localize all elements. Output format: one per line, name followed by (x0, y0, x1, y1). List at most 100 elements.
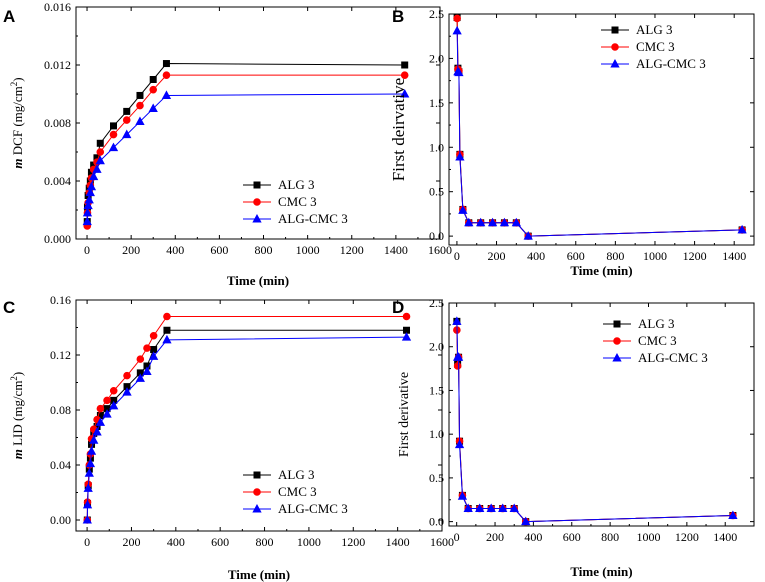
x-tick-label: 0 (84, 535, 90, 549)
data-point (476, 217, 486, 227)
data-point (521, 516, 531, 526)
data-point (82, 514, 92, 524)
data-point (149, 85, 158, 94)
y-tick-label: 2.5 (429, 296, 444, 310)
data-point (135, 116, 145, 126)
data-point (453, 14, 461, 23)
data-point (82, 216, 92, 226)
legend-label: CMC 3 (638, 333, 677, 348)
data-point (499, 217, 510, 227)
data-point (149, 76, 157, 83)
y-tick-label: 1.5 (429, 383, 444, 397)
legend: ALG 3 CMC 3 ALG-CMC 3 (601, 22, 706, 71)
data-point (86, 446, 97, 455)
data-point (122, 129, 132, 139)
legend-marker (613, 337, 621, 345)
data-point (123, 371, 131, 380)
y-tick-label: 2.0 (429, 340, 444, 354)
x-tick-label: 800 (256, 535, 274, 549)
data-point (400, 71, 409, 79)
y-tick-label: 0.5 (429, 185, 444, 199)
panel-letter: A (3, 7, 15, 26)
x-tick-label: 800 (606, 249, 624, 263)
data-point (737, 224, 747, 234)
data-point (135, 373, 145, 382)
y-tick-label: 0.004 (44, 174, 71, 188)
data-point (109, 386, 118, 395)
x-axis-title: Time (min) (570, 564, 632, 579)
data-point (96, 148, 105, 156)
legend-marker (253, 488, 261, 496)
x-tick-label: 1400 (722, 249, 746, 263)
y-tick-label: 0.12 (50, 348, 71, 362)
legend-label: CMC 3 (278, 194, 317, 209)
data-point (511, 217, 521, 227)
series-alg-cmc-3 (452, 316, 738, 526)
legend-label: CMC 3 (636, 39, 675, 54)
data-point (401, 61, 409, 69)
x-tick-label: 800 (601, 530, 619, 544)
data-point (463, 503, 473, 513)
y-tick-label: 0.00 (50, 513, 71, 527)
series-line (456, 18, 743, 237)
x-tick-label: 400 (524, 530, 542, 544)
series-line (86, 63, 405, 222)
y-axis-title-main: LID (mg/cm (10, 381, 25, 450)
x-tick-label: 800 (255, 243, 273, 257)
x-tick-label: 200 (122, 243, 140, 257)
y-axis-title-close: ) (10, 77, 25, 81)
legend: ALG 3 CMC 3 ALG-CMC 3 (243, 467, 348, 516)
legend-marker (253, 181, 261, 189)
y-axis-title-superscript: 2 (9, 376, 19, 381)
y-tick-label: 0.16 (50, 293, 71, 307)
data-point (89, 171, 99, 181)
plot-frame (75, 299, 443, 532)
x-tick-label: 0 (84, 243, 90, 257)
data-point (110, 122, 118, 130)
data-point (452, 25, 462, 35)
data-point (401, 332, 412, 341)
panel-b-first-derivative: B 0 200 400 600 800 1000 1200 1400 0.0 0.5 1.0 1.5 2.… (389, 7, 755, 278)
data-point (453, 352, 464, 361)
data-point (454, 67, 464, 77)
legend-label: ALG-CMC 3 (636, 56, 706, 71)
data-point (143, 344, 151, 352)
legend: ALG 3 CMC 3 ALG-CMC 3 (603, 316, 708, 365)
legend-label: ALG-CMC 3 (638, 350, 708, 365)
legend-marker (253, 471, 261, 479)
legend-label: ALG 3 (638, 316, 674, 331)
x-tick-label: 1000 (296, 243, 320, 257)
series-cmc-3 (453, 14, 746, 240)
data-point (82, 207, 93, 217)
x-tick-label: 1000 (643, 249, 667, 263)
data-point (83, 483, 93, 492)
y-tick-label: 0.0 (429, 515, 444, 529)
panel-c-lid-release: C 0 200 400 600 800 1000 1200 1400 1600 0.00 0.04 0.… (3, 293, 454, 582)
y-axis-title: First derivative (397, 372, 412, 457)
panel-letter: B (392, 7, 404, 26)
data-point (89, 435, 99, 444)
data-point (453, 362, 462, 370)
series-alg-3 (453, 14, 746, 240)
data-point (509, 503, 519, 513)
data-point (136, 91, 144, 99)
data-point (136, 355, 145, 363)
x-axis-title: Time (min) (228, 567, 290, 582)
series-line (456, 17, 743, 237)
x-tick-label: 0 (454, 530, 460, 544)
data-point (454, 439, 465, 449)
legend-marker (253, 198, 261, 206)
data-point (136, 101, 144, 110)
data-point (486, 503, 496, 513)
data-point (455, 151, 465, 161)
data-point (108, 142, 119, 152)
data-point (161, 90, 172, 99)
y-tick-label: 0.008 (44, 116, 71, 130)
panel-letter: D (392, 298, 404, 317)
y-tick-label: 0.0 (429, 229, 444, 243)
y-tick-label: 0.000 (44, 232, 71, 246)
y-axis-title-symbol: m (10, 449, 25, 459)
data-point (728, 510, 738, 520)
legend: ALG 3 CMC 3 ALG-CMC 3 (243, 177, 348, 226)
